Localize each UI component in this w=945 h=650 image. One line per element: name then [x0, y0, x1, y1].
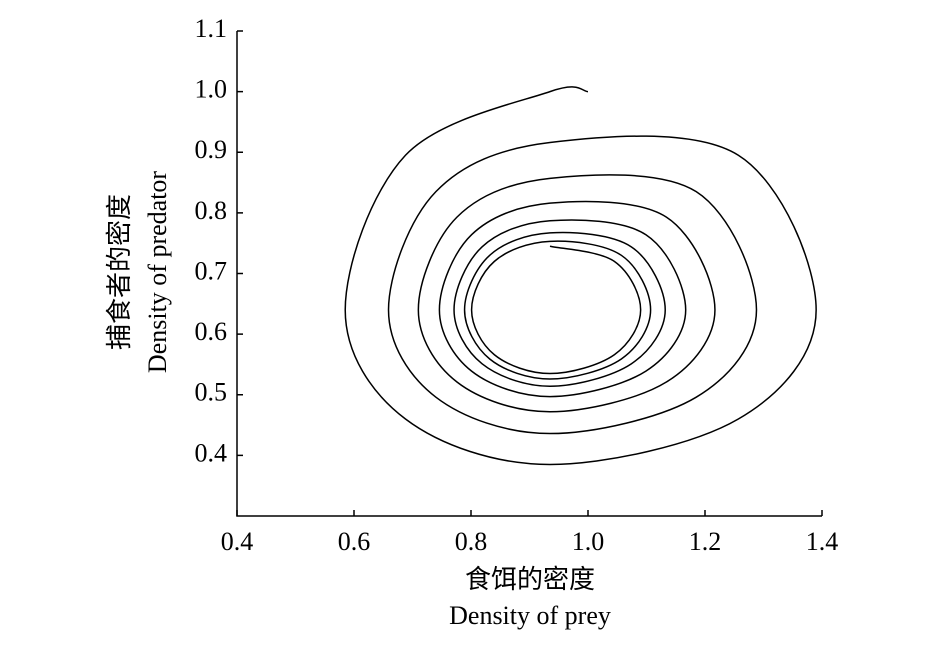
x-axis-label: Density of prey [449, 601, 611, 630]
trajectory [344, 86, 817, 466]
y-tick-label: 0.9 [195, 135, 228, 164]
y-tick-label: 0.8 [195, 196, 228, 225]
y-tick-label: 0.4 [195, 438, 228, 467]
y-tick-label: 0.5 [195, 378, 228, 407]
x-tick-label: 1.2 [689, 527, 722, 556]
y-tick-label: 0.7 [195, 256, 228, 285]
x-tick-label: 1.0 [572, 527, 605, 556]
x-tick-label: 0.8 [455, 527, 488, 556]
x-tick-label: 0.6 [338, 527, 371, 556]
y-tick-label: 1.1 [195, 14, 228, 43]
y-tick-label: 1.0 [195, 75, 228, 104]
y-axis-label: 捕食者的密度 [105, 194, 134, 350]
y-tick-label: 0.6 [195, 317, 228, 346]
x-axis-label: 食饵的密度 [465, 565, 595, 594]
x-tick-label: 0.4 [221, 527, 254, 556]
y-axis-label: Density of predator [143, 171, 172, 374]
axes [236, 31, 822, 517]
x-tick-label: 1.4 [806, 527, 839, 556]
